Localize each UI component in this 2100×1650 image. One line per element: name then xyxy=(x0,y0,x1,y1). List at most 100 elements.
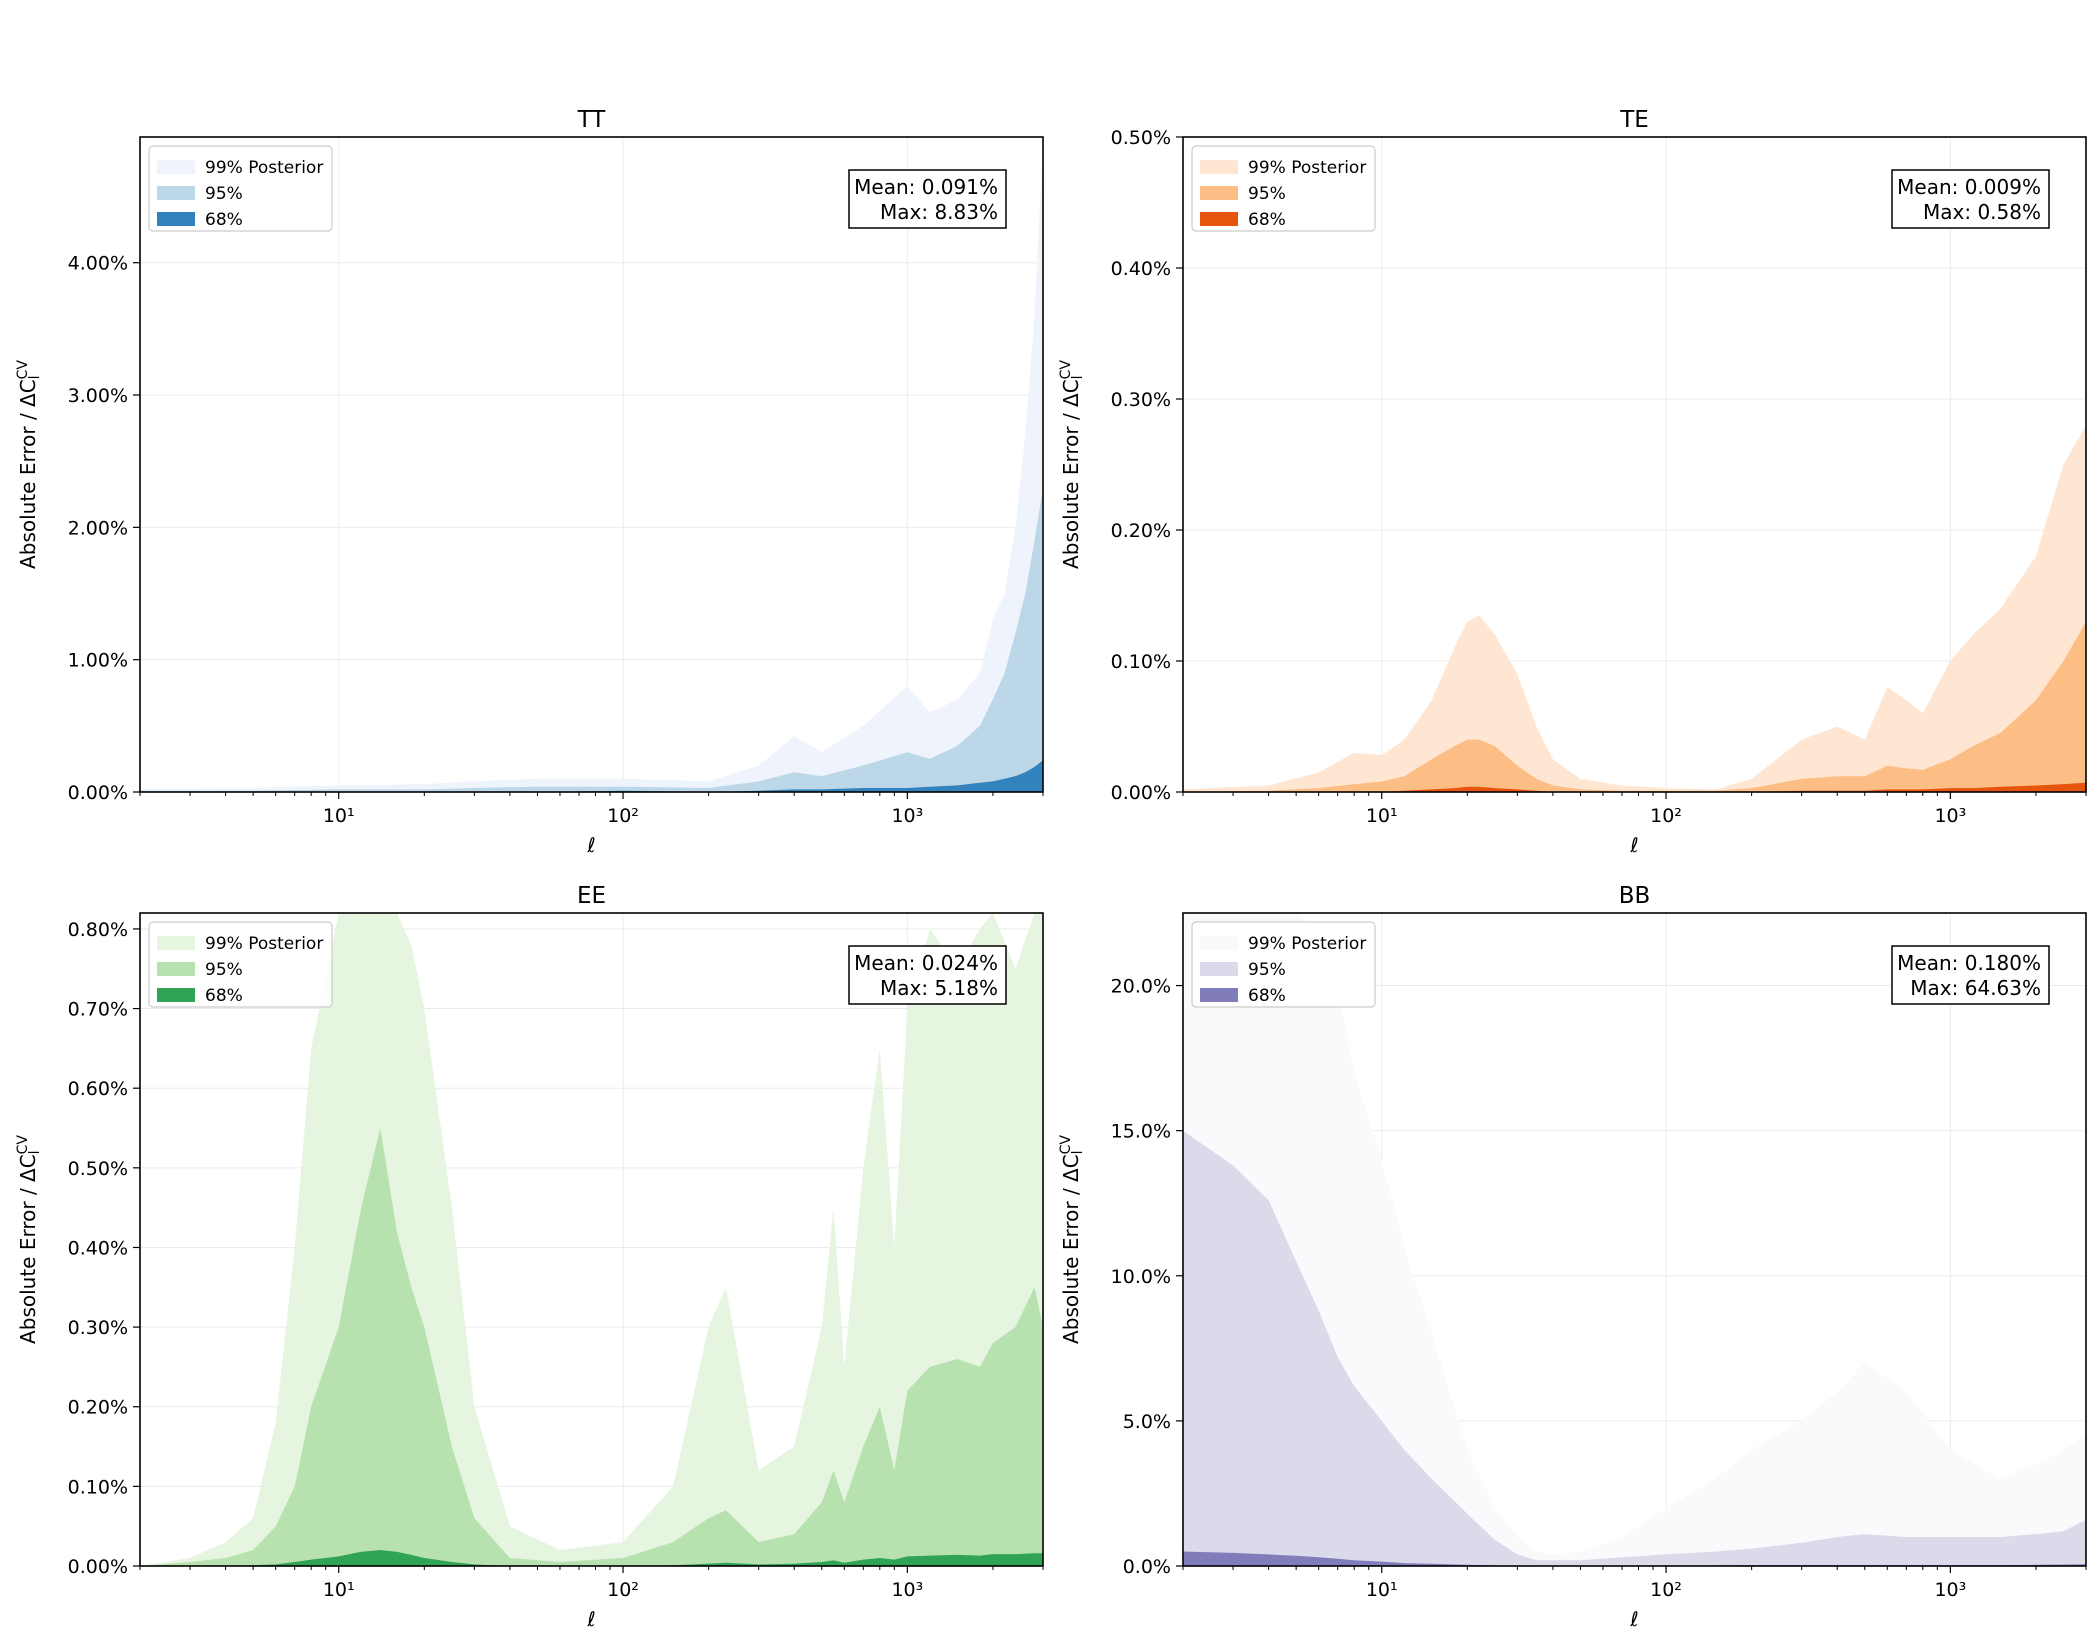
axes-frame xyxy=(139,912,1044,1567)
y-tick-label: 0.00% xyxy=(68,1556,128,1578)
x-tick-label: 10² xyxy=(1650,1579,1682,1601)
y-axis-label: Absolute Error / ΔClCV xyxy=(15,1135,42,1344)
y-tick-label: 1.00% xyxy=(68,650,128,672)
x-tick-label: 10³ xyxy=(891,805,923,827)
x-tick-label: 10³ xyxy=(1934,805,1966,827)
x-axis-label: ℓ xyxy=(1629,833,1638,857)
y-tick-label: 0.40% xyxy=(68,1237,128,1259)
y-axis-label: Absolute Error / ΔClCV xyxy=(15,360,42,569)
band-95- xyxy=(1183,621,2086,792)
legend-label: 99% Posterior xyxy=(205,158,323,178)
panel-title: TT xyxy=(577,107,607,133)
x-tick-label: 10² xyxy=(607,805,639,827)
legend-swatch xyxy=(157,186,195,200)
y-tick-label: 0.0% xyxy=(1123,1556,1171,1578)
stats-frame xyxy=(1891,945,2050,1005)
band-68- xyxy=(1183,1551,2086,1566)
x-tick-label: 10¹ xyxy=(1366,805,1398,827)
x-axis-label: ℓ xyxy=(586,833,595,857)
legend-swatch xyxy=(1200,962,1238,976)
stats-box: Mean: 0.180%Max: 64.63% xyxy=(1891,945,2050,1005)
legend-swatch xyxy=(157,160,195,174)
band-68- xyxy=(140,760,1043,792)
y-tick-label: 0.70% xyxy=(68,999,128,1021)
stats-box: Mean: 0.009%Max: 0.58% xyxy=(1891,169,2050,229)
legend: 99% Posterior 95% 68% xyxy=(1191,145,1376,232)
stats-mean: Mean: 0.009% xyxy=(1897,175,2041,199)
legend-label: 99% Posterior xyxy=(205,934,323,954)
stats-max: Max: 5.18% xyxy=(880,976,998,1000)
y-tick-label: 0.10% xyxy=(1111,651,1171,673)
legend-swatch xyxy=(157,962,195,976)
stats-max: Max: 8.83% xyxy=(880,200,998,224)
x-tick-label: 10³ xyxy=(891,1579,923,1601)
panel-ee: 10¹ 10² 10³ 0.00% 0.10% 0.20% 0.30% 0.40% 0.50% 0… xyxy=(15,883,1044,1631)
x-axis-label: ℓ xyxy=(1629,1607,1638,1631)
panel-title: EE xyxy=(577,883,606,909)
legend-swatch xyxy=(1200,988,1238,1002)
y-tick-label: 0.80% xyxy=(68,919,128,941)
panel-title: TE xyxy=(1619,107,1649,133)
axes-frame xyxy=(139,136,1044,793)
y-tick-label: 0.20% xyxy=(68,1397,128,1419)
panel-te: 10¹ 10² 10³ 0.00% 0.10% 0.20% 0.30% 0.40% 0.50% T… xyxy=(1058,107,2087,857)
band-99-posterior xyxy=(1183,913,2086,1566)
x-tick-label: 10³ xyxy=(1934,1579,1966,1601)
y-tick-label: 3.00% xyxy=(68,385,128,407)
legend-swatch xyxy=(157,936,195,950)
stats-max: Max: 64.63% xyxy=(1910,976,2041,1000)
y-axis-label: Absolute Error / ΔClCV xyxy=(1058,360,1085,569)
legend-label: 68% xyxy=(1248,986,1286,1006)
y-tick-label: 0.30% xyxy=(1111,389,1171,411)
y-tick-label: 5.0% xyxy=(1123,1411,1171,1433)
legend-label: 95% xyxy=(205,184,243,204)
legend-label: 99% Posterior xyxy=(1248,934,1366,954)
panel-title: BB xyxy=(1619,883,1651,909)
x-tick-label: 10² xyxy=(607,1579,639,1601)
x-tick-label: 10¹ xyxy=(323,1579,355,1601)
stats-frame xyxy=(848,945,1007,1005)
band-95- xyxy=(140,1128,1043,1566)
legend: 99% Posterior 95% 68% xyxy=(148,921,333,1008)
y-tick-label: 0.20% xyxy=(1111,520,1171,542)
stats-mean: Mean: 0.180% xyxy=(1897,951,2041,975)
legend: 99% Posterior 95% 68% xyxy=(148,145,333,232)
y-tick-label: 15.0% xyxy=(1111,1121,1171,1143)
band-95- xyxy=(1183,1130,2086,1566)
stats-mean: Mean: 0.091% xyxy=(854,175,998,199)
y-tick-label: 4.00% xyxy=(68,253,128,275)
x-axis-label: ℓ xyxy=(586,1607,595,1631)
stats-frame xyxy=(1891,169,2050,229)
y-tick-label: 0.00% xyxy=(1111,782,1171,804)
band-95- xyxy=(140,487,1043,792)
y-tick-label: 10.0% xyxy=(1111,1266,1171,1288)
panel-tt: 10¹ 10² 10³ 0.00% 1.00% 2.00% 3.00% 4.00% TT ℓ Abs… xyxy=(15,107,1044,857)
legend-label: 95% xyxy=(1248,184,1286,204)
legend-swatch xyxy=(157,212,195,226)
y-tick-label: 2.00% xyxy=(68,517,128,539)
x-tick-label: 10¹ xyxy=(1366,1579,1398,1601)
y-tick-label: 0.10% xyxy=(68,1476,128,1498)
band-68- xyxy=(1183,782,2086,792)
legend: 99% Posterior 95% 68% xyxy=(1191,921,1376,1008)
x-tick-label: 10¹ xyxy=(323,805,355,827)
legend-label: 68% xyxy=(205,210,243,230)
legend-label: 68% xyxy=(205,986,243,1006)
stats-max: Max: 0.58% xyxy=(1923,200,2041,224)
axes-frame xyxy=(1182,912,2087,1567)
y-axis-label: Absolute Error / ΔClCV xyxy=(1058,1135,1085,1344)
legend-label: 95% xyxy=(1248,960,1286,980)
stats-mean: Mean: 0.024% xyxy=(854,951,998,975)
y-tick-label: 0.50% xyxy=(68,1158,128,1180)
legend-label: 68% xyxy=(1248,210,1286,230)
band-68- xyxy=(140,1550,1043,1566)
stats-box: Mean: 0.024%Max: 5.18% xyxy=(848,945,1007,1005)
legend-swatch xyxy=(1200,212,1238,226)
axes-frame xyxy=(1182,136,2087,793)
legend-swatch xyxy=(157,988,195,1002)
y-tick-label: 0.40% xyxy=(1111,258,1171,280)
legend-swatch xyxy=(1200,160,1238,174)
y-tick-label: 0.00% xyxy=(68,782,128,804)
stats-box: Mean: 0.091%Max: 8.83% xyxy=(848,169,1007,229)
